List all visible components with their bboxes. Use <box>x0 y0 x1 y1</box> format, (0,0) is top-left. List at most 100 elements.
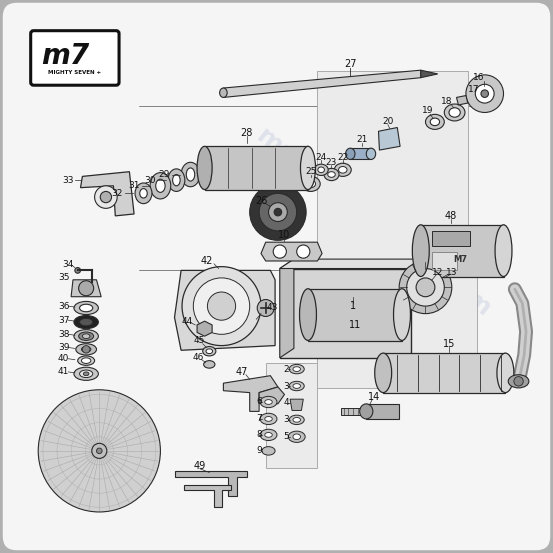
Text: 15: 15 <box>443 338 455 349</box>
Bar <box>366 404 399 419</box>
Ellipse shape <box>76 344 96 355</box>
Text: 3: 3 <box>284 415 289 424</box>
Bar <box>308 289 402 341</box>
Text: 1: 1 <box>350 301 356 311</box>
Text: 13: 13 <box>446 268 457 276</box>
Ellipse shape <box>288 431 305 442</box>
Ellipse shape <box>497 353 514 393</box>
Ellipse shape <box>265 432 272 437</box>
Ellipse shape <box>495 225 512 276</box>
Text: 39: 39 <box>58 343 69 352</box>
Text: 4: 4 <box>284 398 289 408</box>
Text: 19: 19 <box>421 106 433 115</box>
Text: 44: 44 <box>182 317 194 326</box>
Text: 16: 16 <box>473 73 485 82</box>
Ellipse shape <box>197 147 212 190</box>
Ellipse shape <box>366 148 375 159</box>
Ellipse shape <box>204 361 215 368</box>
Ellipse shape <box>328 171 335 178</box>
Polygon shape <box>81 171 134 216</box>
Circle shape <box>75 268 81 273</box>
Text: 37: 37 <box>58 316 69 325</box>
Text: 20: 20 <box>382 117 394 127</box>
Circle shape <box>207 292 236 320</box>
Ellipse shape <box>293 434 300 440</box>
Ellipse shape <box>84 372 89 375</box>
FancyBboxPatch shape <box>30 30 119 85</box>
Text: 24: 24 <box>316 153 327 162</box>
Ellipse shape <box>335 163 351 176</box>
Text: 43: 43 <box>267 304 278 312</box>
Ellipse shape <box>306 180 316 187</box>
Polygon shape <box>175 270 275 350</box>
Text: 34: 34 <box>62 260 74 269</box>
Text: 18: 18 <box>441 97 453 106</box>
Polygon shape <box>197 321 212 336</box>
Polygon shape <box>223 375 278 411</box>
Circle shape <box>79 281 93 296</box>
Circle shape <box>259 194 297 231</box>
Polygon shape <box>317 269 477 388</box>
Ellipse shape <box>289 415 304 425</box>
Text: 29: 29 <box>159 170 170 179</box>
Polygon shape <box>175 471 247 496</box>
Polygon shape <box>378 128 400 150</box>
Text: 27: 27 <box>344 59 357 69</box>
Ellipse shape <box>449 108 460 117</box>
Circle shape <box>257 300 274 316</box>
Ellipse shape <box>168 169 185 191</box>
Ellipse shape <box>375 353 392 393</box>
Text: 3: 3 <box>284 382 289 390</box>
Ellipse shape <box>140 189 147 198</box>
Ellipse shape <box>203 347 216 356</box>
Ellipse shape <box>293 367 300 372</box>
Bar <box>280 269 411 358</box>
Text: 6: 6 <box>256 398 262 406</box>
Ellipse shape <box>186 168 195 181</box>
Text: 28: 28 <box>241 128 253 138</box>
Polygon shape <box>421 70 438 77</box>
Text: MIGHTY SEVEN +: MIGHTY SEVEN + <box>48 70 101 76</box>
Circle shape <box>95 186 117 208</box>
Circle shape <box>297 245 310 258</box>
Ellipse shape <box>220 88 227 97</box>
Text: 22: 22 <box>337 153 348 162</box>
Ellipse shape <box>314 164 328 175</box>
Ellipse shape <box>150 173 171 199</box>
Ellipse shape <box>81 358 91 363</box>
Text: 45: 45 <box>193 336 205 346</box>
Bar <box>383 353 505 393</box>
Text: m7: m7 <box>41 42 90 70</box>
Ellipse shape <box>300 289 316 341</box>
Ellipse shape <box>265 400 272 404</box>
Ellipse shape <box>318 167 325 173</box>
Text: 26: 26 <box>255 196 267 206</box>
Bar <box>205 147 308 190</box>
Circle shape <box>269 203 288 222</box>
Ellipse shape <box>394 289 410 341</box>
Text: 38: 38 <box>58 330 69 339</box>
Text: 32: 32 <box>112 189 123 198</box>
Circle shape <box>466 75 504 112</box>
Polygon shape <box>457 96 468 105</box>
Ellipse shape <box>425 114 444 129</box>
Text: 47: 47 <box>236 367 248 377</box>
Circle shape <box>481 90 488 97</box>
Circle shape <box>273 245 286 258</box>
Ellipse shape <box>206 349 212 353</box>
Ellipse shape <box>260 397 277 408</box>
Text: 8: 8 <box>256 430 262 440</box>
Polygon shape <box>280 259 294 358</box>
Text: 23: 23 <box>326 158 337 167</box>
Ellipse shape <box>413 225 429 276</box>
Bar <box>432 231 469 246</box>
Circle shape <box>96 448 102 453</box>
Ellipse shape <box>181 162 200 187</box>
Text: 35: 35 <box>58 273 69 283</box>
Polygon shape <box>261 242 322 261</box>
Text: 48: 48 <box>445 211 457 221</box>
Ellipse shape <box>74 301 98 315</box>
Circle shape <box>82 346 90 353</box>
Circle shape <box>274 208 281 216</box>
Text: 31: 31 <box>128 181 140 190</box>
